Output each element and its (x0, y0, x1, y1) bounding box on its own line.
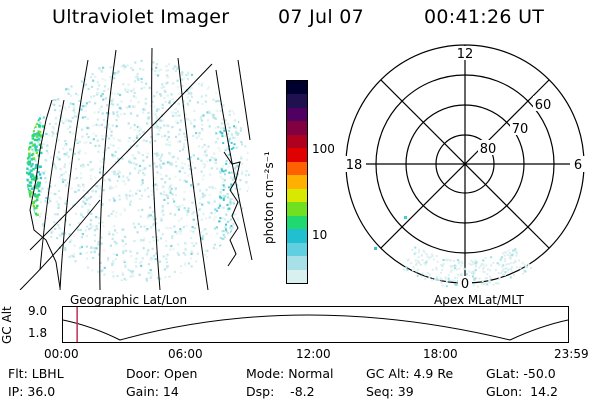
time-tick-1200: 12:00 (296, 347, 331, 361)
status-glat: GLat: -50.0 (486, 366, 556, 381)
status-seq: Seq: 39 (366, 384, 414, 399)
gc-alt-min: 1.8 (28, 326, 48, 340)
geographic-image (19, 47, 253, 290)
mlt-label-12: 12 (457, 47, 474, 62)
colorbar-segment (287, 229, 307, 243)
time-tick-0600: 06:00 (168, 347, 203, 361)
gc-alt-axis-label: GC Alt (0, 306, 14, 344)
colorbar-segment (287, 94, 307, 108)
apex-label: Apex MLat/MLT (434, 293, 524, 307)
status-ip: IP: 36.0 (8, 384, 56, 399)
colorbar-tick-100: 100 (312, 142, 335, 156)
colorbar-segment (287, 175, 307, 189)
time-tick-2359: 23:59 (554, 347, 589, 361)
auroral-emission-speckles (26, 59, 250, 282)
status-filter: Flt: LBHL (8, 366, 64, 381)
mlt-label-0: 0 (461, 277, 469, 292)
colorbar-segment (287, 161, 307, 176)
colorbar-segment (287, 202, 307, 216)
colorbar-unit-label: photon cm⁻²s⁻¹ (262, 151, 276, 244)
coastlines (29, 99, 241, 289)
colorbar-segment (287, 269, 307, 284)
colorbar-tick-10: 10 (312, 228, 328, 242)
mlat-label-80: 80 (480, 142, 497, 157)
mlat-label-60: 60 (535, 98, 552, 113)
time-tick-0000: 00:00 (44, 347, 79, 361)
observation-time: 00:41:26 UT (424, 6, 545, 28)
colorbar-segment (287, 242, 307, 257)
status-gc-alt: GC Alt: 4.9 Re (366, 366, 454, 381)
geographic-grid (19, 47, 253, 290)
colorbar (286, 80, 308, 284)
geographic-label: Geographic Lat/Lon (70, 293, 188, 307)
colorbar-segment (287, 107, 307, 122)
observation-date: 07 Jul 07 (278, 6, 365, 28)
colorbar-segment (287, 148, 307, 162)
status-glon: GLon: 14.2 (486, 384, 558, 399)
status-gain: Gain: 14 (126, 384, 179, 399)
mlt-label-6: 6 (574, 158, 582, 173)
status-mode: Mode: Normal (246, 366, 334, 381)
colorbar-segment (287, 121, 307, 135)
altitude-plot (62, 306, 569, 343)
colorbar-segment (287, 81, 307, 95)
gc-alt-max: 9.0 (28, 304, 48, 318)
mlt-label-18: 18 (346, 158, 363, 173)
time-tick-1800: 18:00 (423, 347, 458, 361)
polar-mlat-mlt-plot: 12 18 6 0 60 70 80 (342, 44, 586, 292)
colorbar-segment (287, 256, 307, 270)
status-door: Door: Open (126, 366, 198, 381)
colorbar-segment (287, 134, 307, 149)
mlat-label-70: 70 (512, 122, 529, 137)
colorbar-segment (287, 215, 307, 230)
instrument-title: Ultraviolet Imager (52, 6, 230, 28)
status-dsp: Dsp: -8.2 (246, 384, 315, 399)
colorbar-segment (287, 188, 307, 203)
